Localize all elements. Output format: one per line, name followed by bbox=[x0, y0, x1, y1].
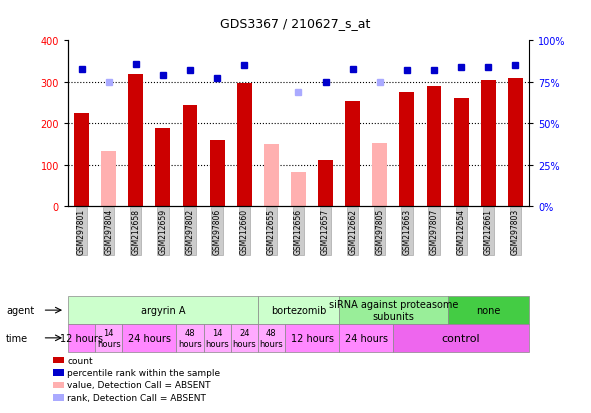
Bar bbox=[155, 129, 170, 206]
Text: GSM212659: GSM212659 bbox=[158, 209, 167, 254]
Text: 48
hours: 48 hours bbox=[259, 328, 283, 348]
Text: GSM212660: GSM212660 bbox=[240, 209, 249, 254]
Bar bbox=[183, 105, 197, 206]
Text: 24 hours: 24 hours bbox=[345, 333, 388, 343]
Text: GSM297806: GSM297806 bbox=[213, 209, 222, 255]
Text: count: count bbox=[67, 356, 93, 365]
Bar bbox=[237, 83, 252, 206]
Text: 24
hours: 24 hours bbox=[232, 328, 256, 348]
Bar bbox=[318, 161, 333, 206]
Bar bbox=[508, 78, 523, 206]
Bar bbox=[74, 114, 89, 206]
Text: GSM212658: GSM212658 bbox=[131, 209, 140, 254]
Text: 12 hours: 12 hours bbox=[291, 333, 333, 343]
Text: time: time bbox=[6, 333, 28, 343]
Text: argyrin A: argyrin A bbox=[141, 305, 185, 316]
Text: bortezomib: bortezomib bbox=[271, 305, 326, 316]
Bar bbox=[481, 81, 496, 206]
Text: 12 hours: 12 hours bbox=[60, 333, 103, 343]
Text: GSM297807: GSM297807 bbox=[430, 209, 439, 255]
Text: GSM212661: GSM212661 bbox=[484, 209, 493, 254]
Text: GSM297805: GSM297805 bbox=[375, 209, 384, 255]
Text: GSM297804: GSM297804 bbox=[104, 209, 113, 255]
Bar bbox=[400, 93, 414, 206]
Bar bbox=[101, 152, 116, 206]
Bar bbox=[372, 143, 387, 206]
Text: control: control bbox=[442, 333, 480, 343]
Text: GSM212656: GSM212656 bbox=[294, 209, 303, 254]
Text: GSM212655: GSM212655 bbox=[267, 209, 276, 254]
Bar bbox=[128, 74, 143, 206]
Bar bbox=[264, 145, 279, 206]
Text: rank, Detection Call = ABSENT: rank, Detection Call = ABSENT bbox=[67, 393, 206, 402]
Text: percentile rank within the sample: percentile rank within the sample bbox=[67, 368, 220, 377]
Text: 14
hours: 14 hours bbox=[97, 328, 121, 348]
Text: GSM212657: GSM212657 bbox=[321, 209, 330, 254]
Bar bbox=[454, 99, 469, 206]
Text: 24 hours: 24 hours bbox=[128, 333, 171, 343]
Bar bbox=[291, 173, 306, 206]
Text: GSM297802: GSM297802 bbox=[186, 209, 194, 254]
Bar bbox=[427, 87, 441, 206]
Text: 14
hours: 14 hours bbox=[205, 328, 229, 348]
Bar bbox=[210, 140, 225, 206]
Text: GSM297803: GSM297803 bbox=[511, 209, 520, 255]
Text: agent: agent bbox=[6, 305, 34, 316]
Text: GSM212654: GSM212654 bbox=[457, 209, 466, 254]
Text: GSM212663: GSM212663 bbox=[402, 209, 411, 254]
Text: GDS3367 / 210627_s_at: GDS3367 / 210627_s_at bbox=[220, 17, 371, 29]
Text: GSM297801: GSM297801 bbox=[77, 209, 86, 254]
Text: 48
hours: 48 hours bbox=[178, 328, 202, 348]
Text: none: none bbox=[476, 305, 501, 316]
Text: GSM212662: GSM212662 bbox=[348, 209, 357, 254]
Bar bbox=[345, 102, 360, 206]
Text: value, Detection Call = ABSENT: value, Detection Call = ABSENT bbox=[67, 380, 211, 389]
Text: siRNA against proteasome
subunits: siRNA against proteasome subunits bbox=[329, 299, 458, 321]
